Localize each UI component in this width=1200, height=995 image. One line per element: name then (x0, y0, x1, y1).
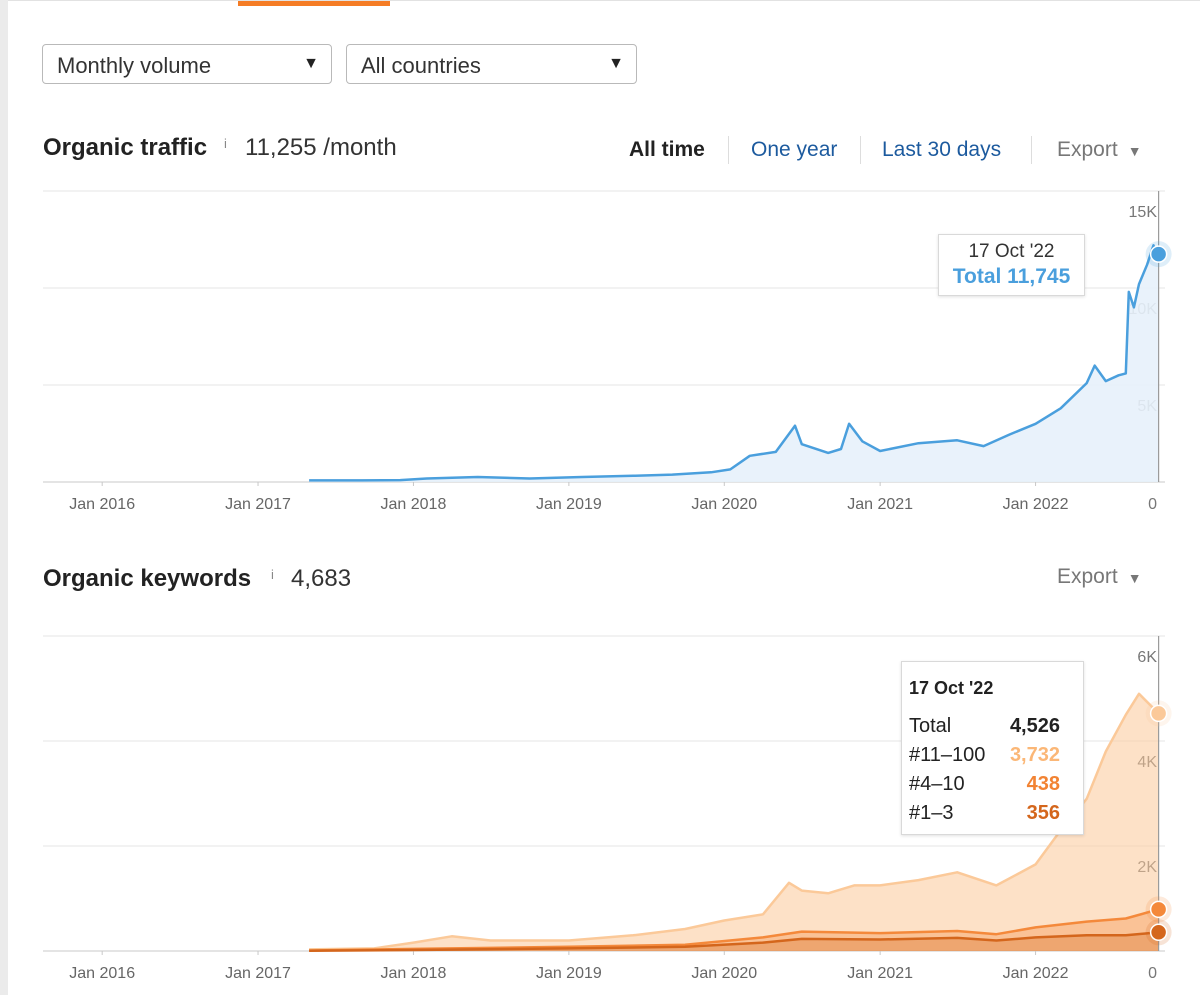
tooltip-row-value: 4,526 (1009, 715, 1060, 737)
x-tick-label: Jan 2016 (69, 965, 135, 982)
traffic-title: Organic traffic (43, 134, 208, 161)
y-tick-label: 15K (1129, 204, 1158, 221)
x-tick-label: Jan 2019 (536, 496, 602, 513)
tooltip-row-label: #11–100 (909, 744, 986, 766)
chevron-down-icon: ▼ (1127, 143, 1142, 159)
hover-point (1149, 245, 1168, 263)
series-area (309, 932, 1159, 951)
series-area (309, 693, 1159, 951)
series-area (309, 909, 1159, 951)
export-label: Export (1057, 565, 1118, 588)
chevron-down-icon: ▼ (608, 55, 624, 72)
hover-point (1149, 900, 1168, 919)
keywords-info-icon[interactable]: i (271, 567, 274, 582)
x-tick-label: Jan 2017 (225, 965, 291, 982)
active-tab-indicator (238, 1, 390, 6)
tooltip-row-label: #1–3 (909, 802, 954, 824)
series-line (309, 931, 1159, 952)
x-tick-label: Jan 2021 (847, 496, 913, 513)
x-tick-label: Jan 2022 (1003, 496, 1069, 513)
hover-point (1149, 704, 1168, 723)
tooltip-row-value: 356 (1026, 802, 1060, 824)
x-tick-label: Jan 2019 (536, 965, 602, 982)
x-tick-label: Jan 2018 (381, 496, 447, 513)
divider (1031, 136, 1032, 164)
x-tick-label: Jan 2020 (691, 496, 757, 513)
traffic-info-icon[interactable]: i (224, 136, 227, 151)
tooltip-row-label: Total (909, 715, 952, 737)
divider (860, 136, 861, 164)
x-tick-label: Jan 2020 (691, 965, 757, 982)
series-area (309, 245, 1159, 482)
country-select-label: All countries (361, 53, 481, 78)
export-label: Export (1057, 138, 1118, 161)
chevron-down-icon: ▼ (1127, 570, 1142, 586)
tooltip-row-label: #4–10 (909, 773, 965, 795)
x-tick-label: Jan 2018 (381, 965, 447, 982)
tooltip-row-value: 438 (1026, 773, 1060, 795)
keywords-export-button[interactable]: Export ▼ (1057, 565, 1142, 589)
y-tick-label: 0 (1148, 496, 1157, 513)
country-select[interactable]: All countries ▼ (346, 44, 637, 84)
overview-panel: Monthly volume ▼ All countries ▼ Organic… (8, 0, 1200, 995)
series-line (309, 908, 1159, 952)
tab-all-time[interactable]: All time (629, 138, 705, 161)
divider (728, 136, 729, 164)
volume-select[interactable]: Monthly volume ▼ (42, 44, 332, 84)
series-line (309, 244, 1159, 482)
traffic-tooltip: 17 Oct '22 Total 11,745 (938, 234, 1085, 296)
traffic-export-button[interactable]: Export ▼ (1057, 138, 1142, 162)
tab-last-30-days[interactable]: Last 30 days (882, 138, 1002, 161)
x-tick-label: Jan 2016 (69, 496, 135, 513)
traffic-value: 11,255 /month (245, 134, 397, 161)
tooltip-date: 17 Oct '22 (909, 678, 994, 698)
x-tick-label: Jan 2021 (847, 965, 913, 982)
y-tick-label: 6K (1137, 649, 1157, 666)
tab-one-year[interactable]: One year (751, 138, 838, 161)
tooltip-total: Total 11,745 (952, 265, 1071, 288)
x-tick-label: Jan 2017 (225, 496, 291, 513)
tooltip-date: 17 Oct '22 (968, 241, 1055, 262)
series-line (309, 692, 1160, 951)
volume-select-label: Monthly volume (57, 53, 212, 78)
tooltip-row-value: 3,732 (1009, 744, 1060, 766)
keywords-title: Organic keywords (43, 565, 252, 592)
keywords-value: 4,683 (291, 565, 352, 592)
y-tick-label: 0 (1148, 965, 1157, 982)
hover-point (1149, 923, 1168, 942)
x-tick-label: Jan 2022 (1003, 965, 1069, 982)
keywords-tooltip: 17 Oct '22 Total 4,526 #11–100 3,732 #4–… (901, 661, 1084, 835)
chevron-down-icon: ▼ (303, 55, 319, 72)
